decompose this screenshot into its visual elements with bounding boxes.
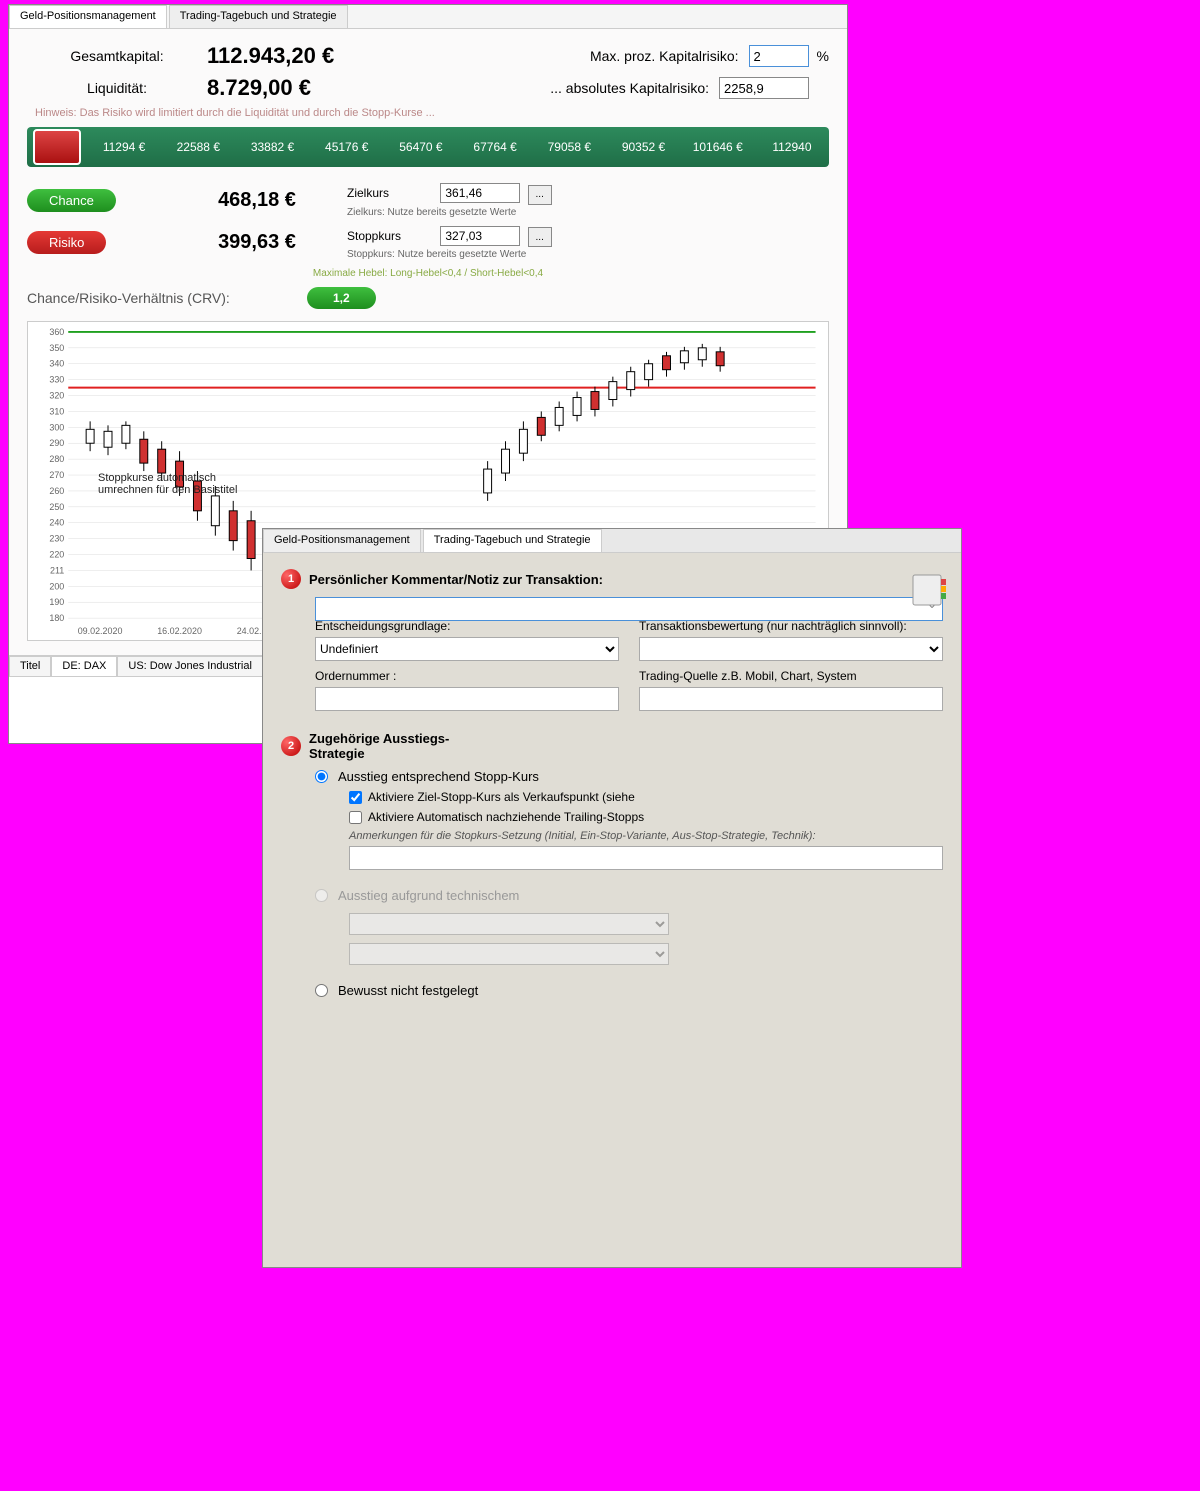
technical-select-1	[349, 913, 669, 935]
slider-tick: 11294 €	[87, 140, 161, 154]
slider-tick: 101646 €	[681, 140, 755, 154]
chance-value: 468,18 €	[167, 189, 347, 212]
svg-text:310: 310	[49, 406, 64, 416]
w2-tabs: Geld-Positionsmanagement Trading-Tagebuc…	[263, 529, 961, 553]
w1-tabs: Geld-Positionsmanagement Trading-Tagebuc…	[9, 5, 847, 29]
tab-trading-diary-2[interactable]: Trading-Tagebuch und Strategie	[423, 529, 602, 552]
activate-target-label: Aktiviere Ziel-Stopp-Kurs als Verkaufspu…	[368, 790, 635, 804]
crv-label: Chance/Risiko-Verhältnis (CRV):	[27, 290, 307, 306]
slider-tick: 79058 €	[532, 140, 606, 154]
capital-slider[interactable]: 11294 € 22588 € 33882 € 45176 € 56470 € …	[27, 127, 829, 167]
svg-text:200: 200	[49, 581, 64, 591]
gesamtkapital-label: Gesamtkapital:	[27, 48, 207, 64]
btab-dow[interactable]: US: Dow Jones Industrial	[117, 656, 263, 677]
svg-text:16.02.2020: 16.02.2020	[157, 626, 202, 636]
exit-stopp-label: Ausstieg entsprechend Stopp-Kurs	[338, 769, 539, 784]
risiko-pill[interactable]: Risiko	[27, 231, 106, 254]
svg-text:300: 300	[49, 422, 64, 432]
notebook-icon	[909, 569, 949, 609]
svg-text:250: 250	[49, 502, 64, 512]
slider-tick: 33882 €	[235, 140, 309, 154]
exit-technical-label: Ausstieg aufgrund technischem	[338, 888, 519, 903]
liquiditaet-value: 8.729,00 €	[207, 75, 367, 101]
zielkurs-label: Zielkurs	[347, 186, 437, 200]
abs-risk-label: ... absolutes Kapitalrisiko:	[499, 80, 719, 96]
risiko-value: 399,63 €	[167, 231, 347, 254]
decision-label: Entscheidungsgrundlage:	[315, 619, 619, 633]
slider-tick: 112940	[755, 140, 829, 154]
slider-tick: 56470 €	[384, 140, 458, 154]
svg-text:350: 350	[49, 343, 64, 353]
stop-notes-input[interactable]	[349, 846, 943, 870]
exit-technical-radio	[315, 889, 328, 902]
slider-tick: 90352 €	[606, 140, 680, 154]
ordernr-input[interactable]	[315, 687, 619, 711]
svg-text:280: 280	[49, 454, 64, 464]
svg-text:211: 211	[50, 565, 64, 575]
chance-pill[interactable]: Chance	[27, 189, 116, 212]
chart-note: Stoppkurse automatischumrechnen für den …	[98, 472, 237, 496]
svg-text:220: 220	[49, 550, 64, 560]
svg-text:180: 180	[49, 613, 64, 623]
svg-text:320: 320	[49, 391, 64, 401]
slider-handle[interactable]	[33, 129, 81, 165]
slider-tick: 22588 €	[161, 140, 235, 154]
badge-1: 1	[281, 569, 301, 589]
technical-select-2	[349, 943, 669, 965]
zielkurs-sub: Zielkurs: Nutze bereits gesetzte Werte	[347, 207, 829, 218]
zielkurs-more-button[interactable]: ...	[528, 185, 552, 205]
decision-select[interactable]: Undefiniert	[315, 637, 619, 661]
section-1-title: 1 Persönlicher Kommentar/Notiz zur Trans…	[281, 569, 943, 589]
exit-stopp-radio[interactable]	[315, 770, 328, 783]
leverage-note: Maximale Hebel: Long-Hebel<0,4 / Short-H…	[27, 268, 829, 279]
zielkurs-input[interactable]	[440, 183, 520, 203]
btab-titel[interactable]: Titel	[9, 656, 51, 677]
stoppkurs-more-button[interactable]: ...	[528, 227, 552, 247]
badge-2: 2	[281, 736, 301, 756]
tab-money-position[interactable]: Geld-Positionsmanagement	[9, 5, 167, 28]
max-risk-input[interactable]	[749, 45, 809, 67]
stop-notes-label: Anmerkungen für die Stopkurs-Setzung (In…	[349, 830, 943, 842]
stoppkurs-label: Stoppkurs	[347, 229, 437, 243]
tab-money-position-2[interactable]: Geld-Positionsmanagement	[263, 529, 421, 552]
stoppkurs-sub: Stoppkurs: Nutze bereits gesetzte Werte	[347, 249, 829, 260]
svg-text:190: 190	[49, 597, 64, 607]
svg-text:270: 270	[49, 470, 64, 480]
svg-text:360: 360	[49, 327, 64, 337]
trading-diary-window: Geld-Positionsmanagement Trading-Tagebuc…	[262, 528, 962, 1268]
tab-trading-diary[interactable]: Trading-Tagebuch und Strategie	[169, 5, 348, 28]
exit-undefined-label: Bewusst nicht festgelegt	[338, 983, 478, 998]
stoppkurs-input[interactable]	[440, 226, 520, 246]
exit-undefined-radio[interactable]	[315, 984, 328, 997]
activate-target-cb[interactable]	[349, 791, 362, 804]
gesamtkapital-value: 112.943,20 €	[207, 43, 367, 69]
section-2-title: 2 Zugehörige Ausstiegs- Strategie	[281, 731, 943, 761]
svg-text:260: 260	[49, 486, 64, 496]
svg-text:290: 290	[49, 438, 64, 448]
svg-text:09.02.2020: 09.02.2020	[78, 626, 123, 636]
svg-text:340: 340	[49, 359, 64, 369]
source-input[interactable]	[639, 687, 943, 711]
risk-hint: Hinweis: Das Risiko wird limitiert durch…	[35, 107, 829, 119]
ordernr-label: Ordernummer :	[315, 669, 619, 683]
rating-label: Transaktionsbewertung (nur nachträglich …	[639, 619, 943, 633]
liquiditaet-label: Liquidität:	[27, 80, 207, 96]
max-risk-label: Max. proz. Kapitalrisiko:	[529, 48, 749, 64]
slider-tick: 45176 €	[310, 140, 384, 154]
rating-select[interactable]	[639, 637, 943, 661]
source-label: Trading-Quelle z.B. Mobil, Chart, System	[639, 669, 943, 683]
slider-tick: 67764 €	[458, 140, 532, 154]
svg-text:240: 240	[49, 518, 64, 528]
activate-trailing-cb[interactable]	[349, 811, 362, 824]
btab-dax[interactable]: DE: DAX	[51, 656, 117, 677]
svg-text:230: 230	[49, 534, 64, 544]
activate-trailing-label: Aktiviere Automatisch nachziehende Trail…	[368, 810, 644, 824]
svg-text:330: 330	[49, 375, 64, 385]
crv-value-pill: 1,2	[307, 287, 376, 309]
percent-unit: %	[817, 48, 829, 64]
abs-risk-input[interactable]	[719, 77, 809, 99]
